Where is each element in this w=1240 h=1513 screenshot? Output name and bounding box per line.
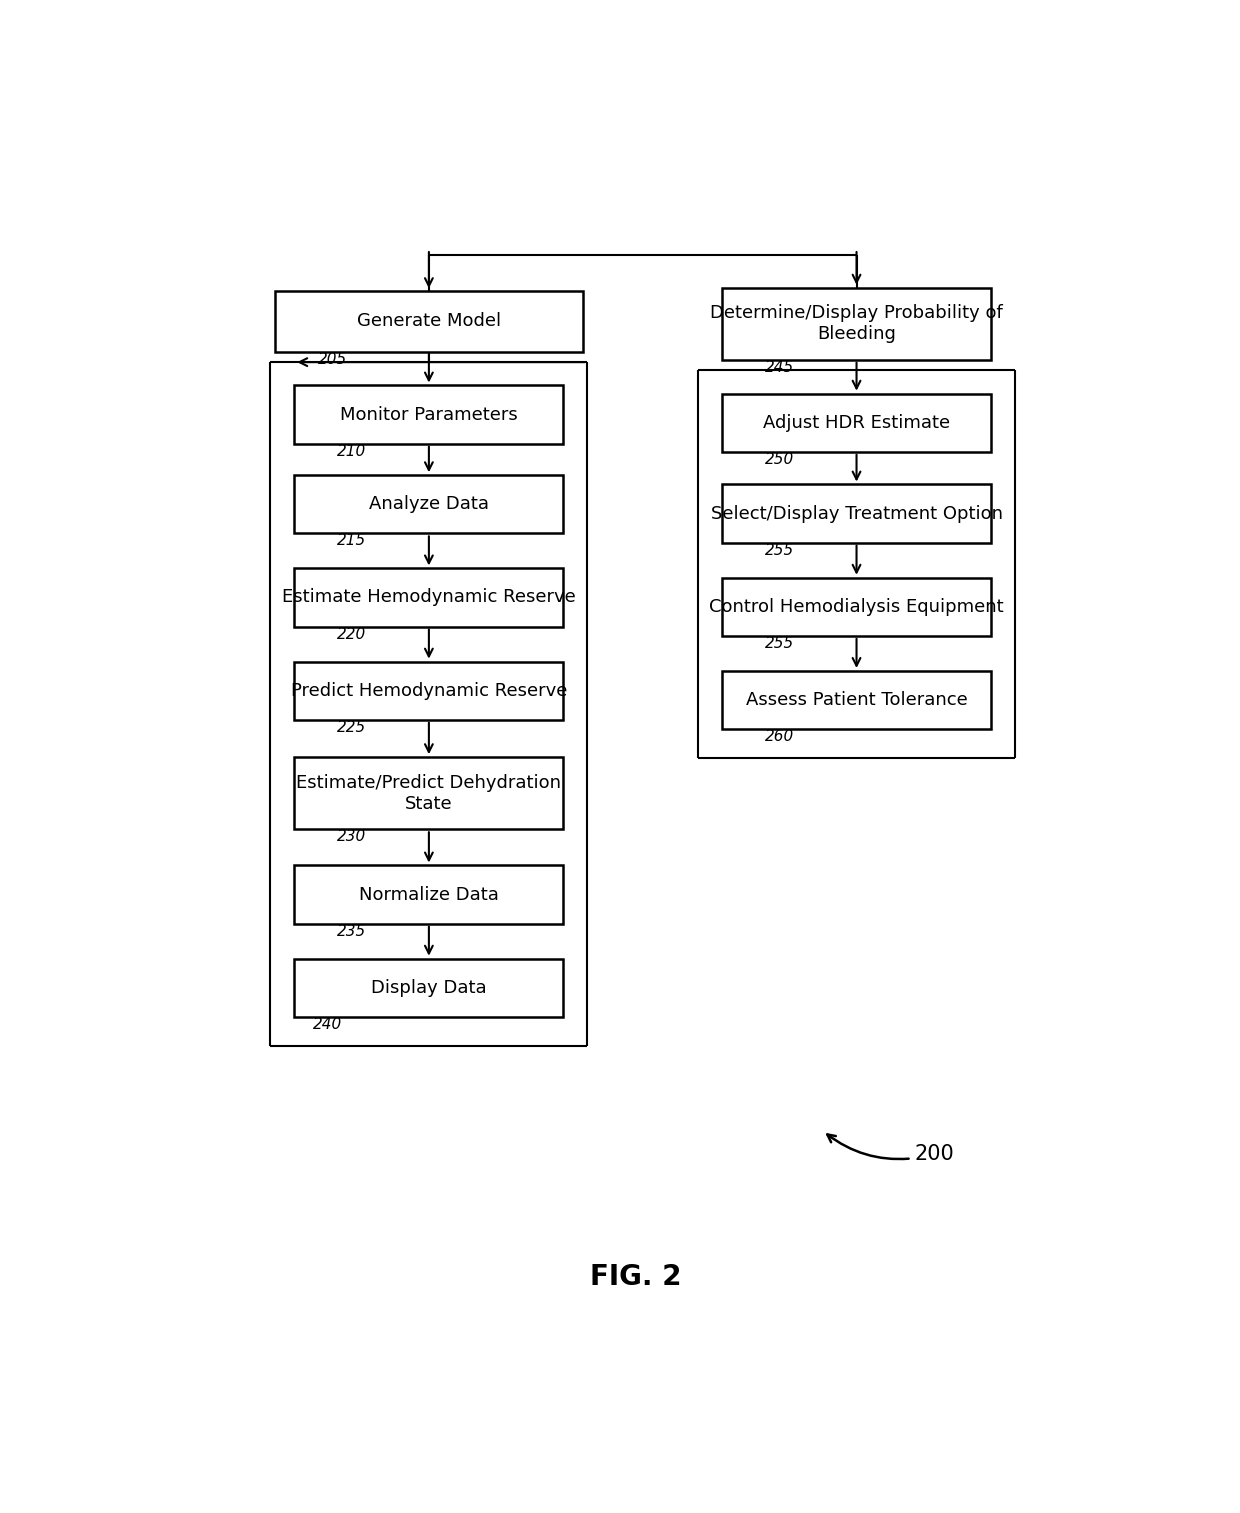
Text: Normalize Data: Normalize Data <box>358 885 498 903</box>
Text: 260: 260 <box>765 729 794 744</box>
Text: Assess Patient Tolerance: Assess Patient Tolerance <box>745 691 967 710</box>
Text: 235: 235 <box>337 923 367 938</box>
FancyBboxPatch shape <box>294 569 563 626</box>
Text: 210: 210 <box>337 443 367 458</box>
Text: Analyze Data: Analyze Data <box>368 495 489 513</box>
Text: Display Data: Display Data <box>371 979 486 997</box>
Text: 245: 245 <box>765 360 794 375</box>
Text: 205: 205 <box>317 351 347 366</box>
FancyBboxPatch shape <box>294 865 563 923</box>
FancyBboxPatch shape <box>722 287 991 360</box>
FancyBboxPatch shape <box>722 578 991 635</box>
FancyBboxPatch shape <box>294 959 563 1017</box>
Text: 215: 215 <box>337 534 367 548</box>
Text: Determine/Display Probability of
Bleeding: Determine/Display Probability of Bleedin… <box>711 304 1003 343</box>
FancyBboxPatch shape <box>294 661 563 720</box>
Text: Select/Display Treatment Option: Select/Display Treatment Option <box>711 505 1002 522</box>
FancyBboxPatch shape <box>294 386 563 443</box>
FancyBboxPatch shape <box>722 393 991 452</box>
Text: Generate Model: Generate Model <box>357 312 501 330</box>
Text: 230: 230 <box>337 829 367 844</box>
Text: Adjust HDR Estimate: Adjust HDR Estimate <box>763 413 950 431</box>
FancyBboxPatch shape <box>722 670 991 729</box>
Text: 225: 225 <box>337 720 367 735</box>
FancyBboxPatch shape <box>275 290 583 351</box>
Text: Estimate/Predict Dehydration
State: Estimate/Predict Dehydration State <box>296 773 562 812</box>
Text: 250: 250 <box>765 452 794 468</box>
FancyBboxPatch shape <box>294 475 563 534</box>
Text: Predict Hemodynamic Reserve: Predict Hemodynamic Reserve <box>290 682 567 699</box>
Text: FIG. 2: FIG. 2 <box>590 1263 681 1291</box>
Text: 255: 255 <box>765 543 794 558</box>
Text: 255: 255 <box>765 635 794 651</box>
Text: Monitor Parameters: Monitor Parameters <box>340 405 518 424</box>
Text: Control Hemodialysis Equipment: Control Hemodialysis Equipment <box>709 598 1004 616</box>
Text: Estimate Hemodynamic Reserve: Estimate Hemodynamic Reserve <box>281 589 575 607</box>
Text: 200: 200 <box>827 1135 954 1165</box>
FancyBboxPatch shape <box>722 484 991 543</box>
FancyBboxPatch shape <box>294 756 563 829</box>
Text: 220: 220 <box>337 626 367 642</box>
Text: 240: 240 <box>314 1017 342 1032</box>
